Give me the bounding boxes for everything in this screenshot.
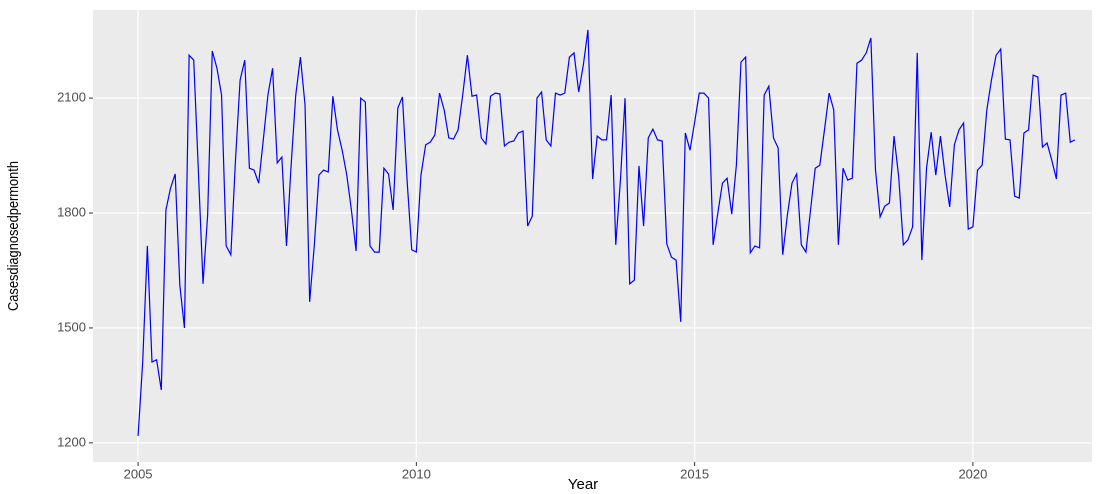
panel <box>93 10 1092 462</box>
x-axis-title: Year <box>568 476 598 493</box>
y-tick-label: 1800 <box>57 204 86 219</box>
y-tick-label: 1200 <box>57 434 86 449</box>
y-tick-label: 2100 <box>57 90 86 105</box>
x-tick-label: 2020 <box>958 466 987 481</box>
y-tick-label: 1500 <box>57 319 86 334</box>
x-tick-label: 2015 <box>680 466 709 481</box>
x-tick-label: 2010 <box>402 466 431 481</box>
data-line <box>137 29 1076 436</box>
x-tick-label: 2005 <box>124 466 153 481</box>
y-axis-title: Casesdiagnosedpermonth <box>5 161 22 311</box>
